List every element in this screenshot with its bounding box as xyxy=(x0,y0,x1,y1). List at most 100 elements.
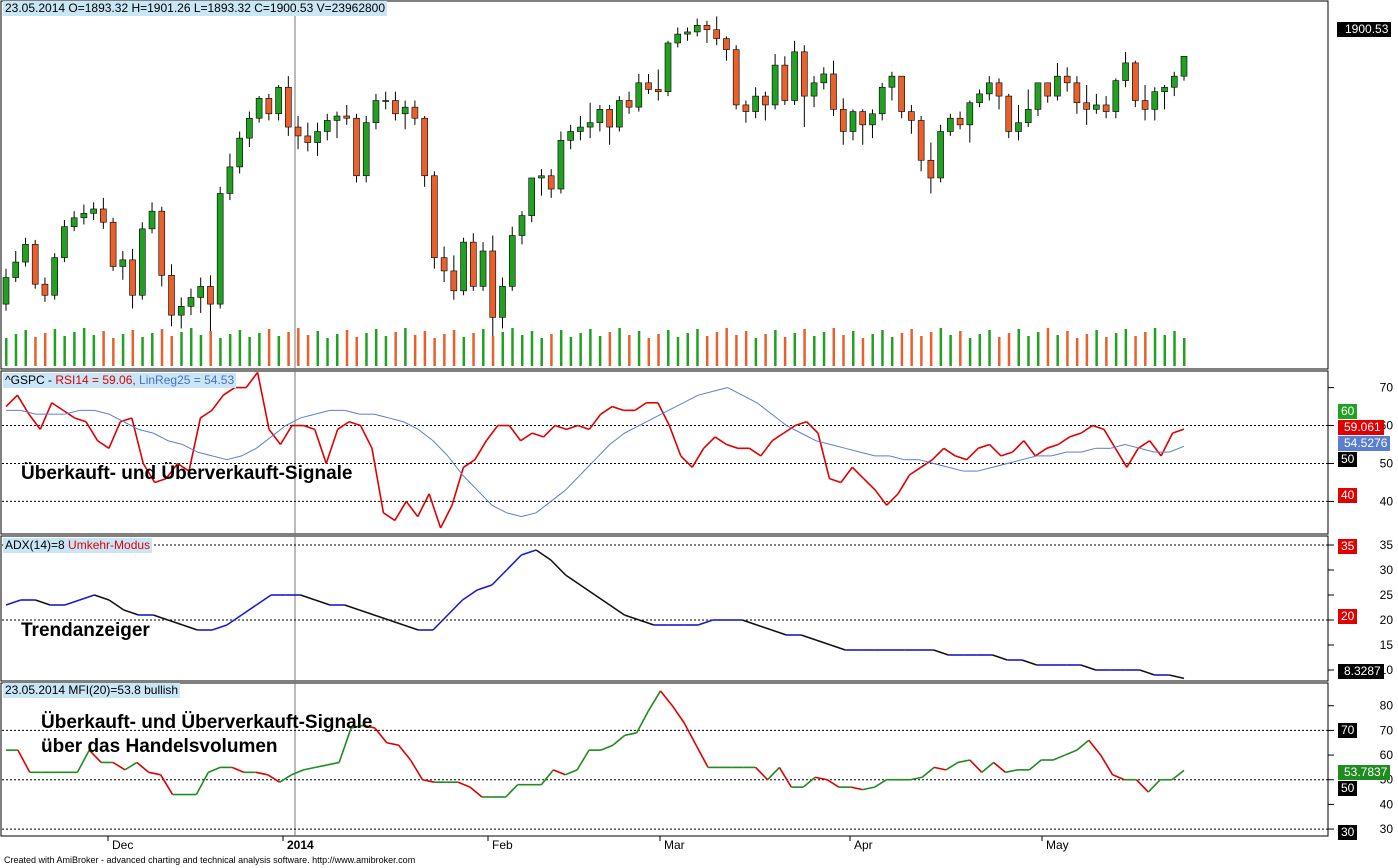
series-segment xyxy=(167,619,183,626)
candle-body xyxy=(771,64,779,106)
volume-bar xyxy=(326,338,329,366)
volume-bar xyxy=(228,334,232,366)
candle-body xyxy=(138,228,146,296)
volume-bar xyxy=(1114,333,1118,366)
series-segment xyxy=(255,594,272,606)
series-segment xyxy=(671,705,685,724)
linreg-header-label: LinReg25 = 54.53 xyxy=(139,373,235,387)
series-segment xyxy=(850,786,863,791)
candle-body xyxy=(1132,62,1139,101)
series-segment xyxy=(5,599,21,606)
volume-bar xyxy=(336,334,339,366)
candle-body xyxy=(820,73,828,84)
volume-bar xyxy=(92,335,96,366)
volume-bar xyxy=(433,338,436,366)
series-segment xyxy=(344,604,360,611)
series-segment xyxy=(476,489,493,506)
volume-bar xyxy=(589,329,592,366)
series-segment xyxy=(152,614,169,621)
series-segment xyxy=(403,421,419,430)
series-segment xyxy=(945,761,959,771)
series-segment xyxy=(1080,447,1096,453)
candle-body xyxy=(693,24,701,33)
x-tick-label: Feb xyxy=(492,838,513,852)
series-segment xyxy=(469,786,483,798)
series-segment xyxy=(830,644,846,651)
series-segment xyxy=(344,409,360,415)
series-segment xyxy=(1057,436,1071,446)
series-segment xyxy=(300,413,316,419)
series-segment xyxy=(771,629,787,636)
series-segment xyxy=(680,455,693,468)
rsi-tag-mid: 50 xyxy=(1338,452,1358,467)
volume-bar xyxy=(803,329,806,366)
series-segment xyxy=(374,727,388,744)
series-segment xyxy=(966,447,979,461)
series-segment xyxy=(505,784,519,798)
adx-annotation: Trendanzeiger xyxy=(21,620,150,641)
candle-body xyxy=(499,286,506,318)
candle-body xyxy=(616,100,623,128)
candle-body xyxy=(538,175,545,179)
series-segment xyxy=(124,761,138,771)
series-segment xyxy=(611,405,624,412)
series-segment xyxy=(1088,739,1102,756)
mfi-tag-value: 53.7837 xyxy=(1338,765,1391,780)
series-segment xyxy=(112,761,126,771)
candle-body xyxy=(119,259,127,267)
volume-bar xyxy=(1017,329,1020,366)
series-segment xyxy=(1023,440,1036,457)
series-segment xyxy=(1069,432,1082,438)
series-segment xyxy=(566,424,579,431)
volume-bar xyxy=(1007,333,1011,366)
volume-bar xyxy=(608,332,612,366)
series-segment xyxy=(576,749,590,771)
candle-body xyxy=(333,115,341,121)
series-segment xyxy=(447,599,464,616)
volume-bar xyxy=(511,328,514,366)
candle-body xyxy=(1161,86,1168,92)
series-segment xyxy=(382,512,396,522)
candle-body xyxy=(985,82,993,95)
series-segment xyxy=(142,463,156,483)
axis-tick-label: 40 xyxy=(1380,494,1394,508)
series-segment xyxy=(153,432,169,442)
candle-body xyxy=(197,286,205,298)
volume-bar xyxy=(871,334,874,366)
candle-body xyxy=(898,75,905,112)
volume-bar xyxy=(472,333,475,366)
series-segment xyxy=(521,549,537,556)
series-segment xyxy=(1007,459,1023,464)
volume-bar xyxy=(151,333,154,366)
series-segment xyxy=(659,690,673,707)
series-segment xyxy=(1028,759,1042,771)
candle-body xyxy=(966,102,974,126)
candle-body xyxy=(100,208,107,223)
series-segment xyxy=(1169,445,1185,453)
series-segment xyxy=(476,584,493,591)
candle-body xyxy=(586,122,594,128)
series-segment xyxy=(624,425,640,434)
series-segment xyxy=(409,759,424,781)
volume-bar xyxy=(482,329,485,366)
candle-body xyxy=(723,38,730,50)
candle-body xyxy=(41,283,49,296)
candle-body xyxy=(1063,75,1071,84)
series-segment xyxy=(859,451,875,457)
volume-bar xyxy=(725,328,728,366)
volume-bar xyxy=(491,336,495,366)
series-segment xyxy=(245,371,259,389)
volume-bar xyxy=(355,337,358,366)
series-segment xyxy=(948,466,964,472)
series-segment xyxy=(211,624,228,631)
volume-bar xyxy=(452,330,456,366)
series-segment xyxy=(826,779,840,788)
volume-bar xyxy=(1056,335,1059,366)
volume-bar xyxy=(851,331,855,366)
series-segment xyxy=(94,409,110,415)
candle-body xyxy=(392,100,399,115)
series-segment xyxy=(108,413,125,423)
series-segment xyxy=(177,462,190,472)
series-segment xyxy=(279,774,292,783)
